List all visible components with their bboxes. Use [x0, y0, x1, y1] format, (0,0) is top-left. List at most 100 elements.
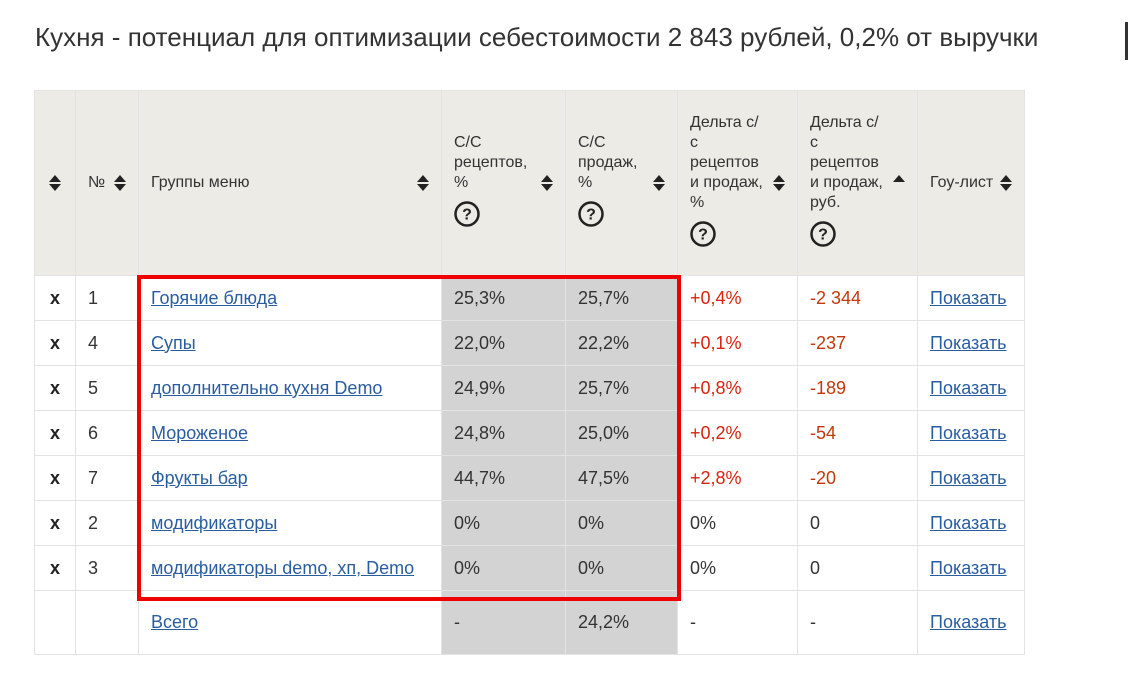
sort-icon[interactable] [114, 175, 126, 191]
sort-icon[interactable] [49, 175, 61, 191]
cc-sales-cell: 0% [565, 500, 678, 546]
delete-row-button[interactable]: x [34, 410, 76, 456]
total-cc-recipe-cell: - [441, 590, 566, 655]
sort-icon[interactable] [541, 175, 553, 191]
delta-pct-cell: +0,1% [677, 320, 798, 366]
delta-rub-cell: -54 [797, 410, 918, 456]
menu-group-link[interactable]: Супы [151, 332, 196, 353]
delta-rub-cell: -20 [797, 455, 918, 501]
col-header-label: Дельта с/с рецептов и продаж, % [690, 114, 763, 211]
delta-rub-cell: 0 [797, 500, 918, 546]
delete-row-button[interactable]: x [34, 455, 76, 501]
menu-group-link[interactable]: Мороженое [151, 422, 249, 443]
delete-row-button[interactable]: x [34, 275, 76, 321]
col-header-label: С/С продаж, % [578, 134, 638, 191]
delta-pct-cell: +0,4% [677, 275, 798, 321]
show-golist-link[interactable]: Показать [930, 612, 1007, 632]
total-link[interactable]: Всего [151, 612, 199, 632]
menu-group-link[interactable]: модификаторы [151, 512, 278, 533]
col-header-delete[interactable] [34, 90, 76, 276]
menu-group-cell: модификаторы demo, хп, Demo [138, 545, 442, 591]
help-icon[interactable]: ? [690, 221, 716, 247]
menu-group-cell: Супы [138, 320, 442, 366]
cc-recipe-cell: 25,3% [441, 275, 566, 321]
table-row: x 2 модификаторы 0% 0% 0% 0 Показать [34, 500, 1025, 546]
show-golist-link[interactable]: Показать [930, 512, 1007, 533]
golist-cell: Показать [917, 275, 1025, 321]
delete-row-button[interactable]: x [34, 320, 76, 366]
show-golist-link[interactable]: Показать [930, 377, 1007, 398]
cc-sales-cell: 25,0% [565, 410, 678, 456]
col-header-golist[interactable]: Гоу-лист [917, 90, 1025, 276]
cc-recipe-cell: 44,7% [441, 455, 566, 501]
cc-sales-cell: 25,7% [565, 275, 678, 321]
svg-text:?: ? [698, 227, 708, 244]
golist-cell: Показать [917, 500, 1025, 546]
delta-pct-cell: +2,8% [677, 455, 798, 501]
sort-icon[interactable] [773, 175, 785, 191]
col-header-cc-sales[interactable]: С/С продаж, % ? [565, 90, 678, 276]
sort-icon[interactable] [653, 175, 665, 191]
delete-row-button[interactable]: x [34, 500, 76, 546]
menu-group-link[interactable]: Фрукты бар [151, 467, 248, 488]
delta-pct-cell: 0% [677, 545, 798, 591]
svg-text:?: ? [462, 207, 472, 224]
golist-cell: Показать [917, 365, 1025, 411]
cost-table: № Группы меню С/С рецептов, % ? [34, 90, 1025, 655]
show-golist-link[interactable]: Показать [930, 332, 1007, 353]
help-icon[interactable]: ? [454, 201, 480, 227]
sort-icon[interactable] [417, 175, 429, 191]
cc-sales-cell: 47,5% [565, 455, 678, 501]
delta-rub-cell: 0 [797, 545, 918, 591]
table-row: x 4 Супы 22,0% 22,2% +0,1% -237 Показать [34, 320, 1025, 366]
table-row: x 5 дополнительно кухня Demo 24,9% 25,7%… [34, 365, 1025, 411]
show-golist-link[interactable]: Показать [930, 467, 1007, 488]
col-header-delta-rub[interactable]: Дельта с/с рецептов и продаж, руб. ? [797, 90, 918, 276]
golist-cell: Показать [917, 410, 1025, 456]
delta-rub-cell: -237 [797, 320, 918, 366]
delete-row-button[interactable]: x [34, 545, 76, 591]
cc-recipe-cell: 0% [441, 545, 566, 591]
table-total-row: Всего - 24,2% - - Показать [34, 590, 1025, 655]
show-golist-link[interactable]: Показать [930, 557, 1007, 578]
total-cc-sales-cell: 24,2% [565, 590, 678, 655]
sort-icon[interactable] [1000, 175, 1012, 191]
cc-recipe-cell: 24,9% [441, 365, 566, 411]
delta-pct-cell: +0,2% [677, 410, 798, 456]
row-number: 3 [75, 545, 139, 591]
table-row: x 1 Горячие блюда 25,3% 25,7% +0,4% -2 3… [34, 275, 1025, 321]
golist-cell: Показать [917, 455, 1025, 501]
cc-recipe-cell: 24,8% [441, 410, 566, 456]
cc-recipe-cell: 22,0% [441, 320, 566, 366]
menu-group-link[interactable]: Горячие блюда [151, 287, 278, 308]
col-header-label: С/С рецептов, % [454, 134, 528, 191]
col-header-cc-recipes[interactable]: С/С рецептов, % ? [441, 90, 566, 276]
delta-pct-cell: +0,8% [677, 365, 798, 411]
menu-group-cell: Горячие блюда [138, 275, 442, 321]
col-header-number[interactable]: № [75, 90, 139, 276]
sort-asc-icon[interactable] [893, 175, 905, 191]
total-delta-rub-cell: - [797, 590, 918, 655]
svg-text:?: ? [586, 207, 596, 224]
col-header-menu-groups[interactable]: Группы меню [138, 90, 442, 276]
cc-sales-cell: 25,7% [565, 365, 678, 411]
table-row: x 3 модификаторы demo, хп, Demo 0% 0% 0%… [34, 545, 1025, 591]
menu-group-cell: Фрукты бар [138, 455, 442, 501]
col-header-label: Группы меню [151, 174, 250, 191]
row-number: 1 [75, 275, 139, 321]
show-golist-link[interactable]: Показать [930, 422, 1007, 443]
empty-cell [75, 590, 139, 655]
help-icon[interactable]: ? [578, 201, 604, 227]
show-golist-link[interactable]: Показать [930, 287, 1007, 308]
table-row: x 6 Мороженое 24,8% 25,0% +0,2% -54 Пока… [34, 410, 1025, 456]
menu-group-link[interactable]: дополнительно кухня Demo [151, 377, 383, 398]
col-header-delta-pct[interactable]: Дельта с/с рецептов и продаж, % ? [677, 90, 798, 276]
total-delta-pct-cell: - [677, 590, 798, 655]
delete-row-button[interactable]: x [34, 365, 76, 411]
col-header-label: Гоу-лист [930, 174, 994, 191]
delta-rub-cell: -2 344 [797, 275, 918, 321]
help-icon[interactable]: ? [810, 221, 836, 247]
menu-group-link[interactable]: модификаторы demo, хп, Demo [151, 557, 415, 578]
row-number: 6 [75, 410, 139, 456]
